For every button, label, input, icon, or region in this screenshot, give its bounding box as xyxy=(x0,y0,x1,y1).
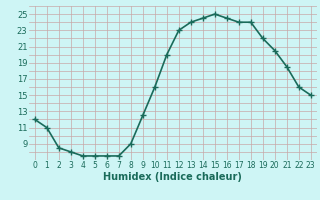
X-axis label: Humidex (Indice chaleur): Humidex (Indice chaleur) xyxy=(103,172,242,182)
